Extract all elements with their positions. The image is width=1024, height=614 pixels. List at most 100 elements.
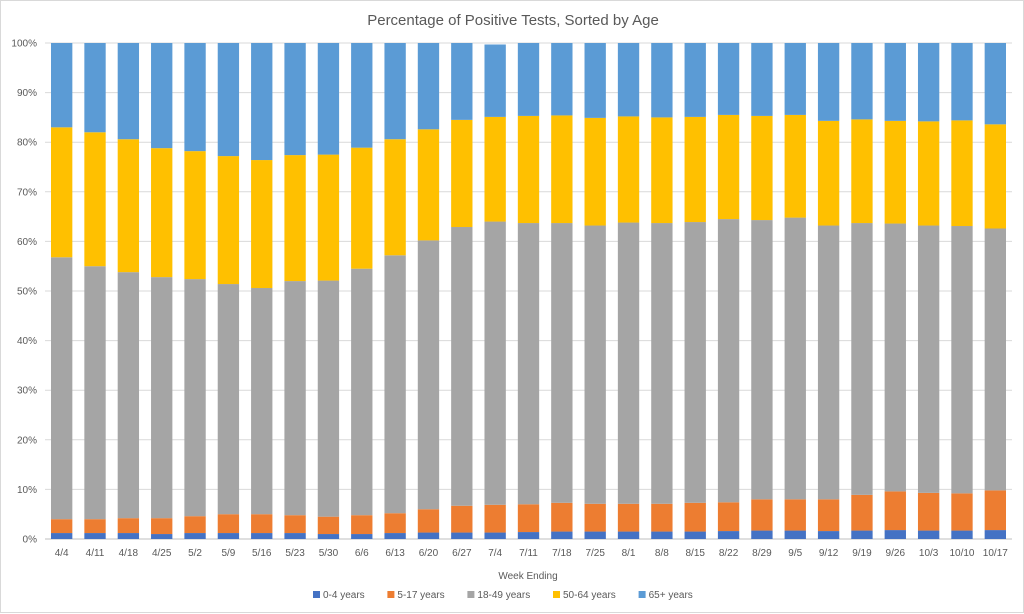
bar-segment	[584, 117, 606, 226]
legend: 0-4 years 5-17 years 18-49 years 50-64 year…	[313, 590, 693, 601]
bar-segment	[951, 43, 973, 121]
bar-segment	[84, 519, 106, 534]
bar-segment	[517, 532, 540, 539]
x-tick-label: 9/19	[852, 548, 872, 559]
bar-segment	[351, 534, 373, 539]
legend-swatch	[313, 591, 320, 598]
bar-segment	[884, 491, 906, 531]
bar-segment	[51, 127, 73, 258]
legend-swatch	[638, 591, 646, 598]
bar-segment	[784, 43, 806, 115]
bar-segment	[84, 132, 106, 267]
bar-segment	[117, 533, 140, 539]
x-tick-label: 5/23	[285, 548, 305, 559]
x-tick-label: 6/6	[355, 548, 369, 559]
x-tick-label: 9/12	[819, 548, 839, 559]
bar-segment	[684, 502, 706, 532]
bar-segment	[484, 116, 506, 222]
bar-segment	[251, 514, 273, 534]
bar-segment	[51, 519, 73, 534]
bar-segment	[917, 43, 940, 122]
bar-segment	[51, 533, 73, 539]
bar-segment	[651, 531, 673, 539]
x-tick-label: 9/5	[788, 548, 802, 559]
x-tick-label: 8/22	[719, 548, 739, 559]
bar-segment	[451, 43, 473, 120]
bar-segment	[517, 504, 540, 533]
bar-segment	[84, 43, 106, 133]
bar-segment	[117, 43, 140, 140]
bar-segment	[151, 534, 173, 539]
legend-label: 65+ years	[649, 590, 693, 601]
bar-segment	[917, 492, 940, 531]
bar-segment	[651, 223, 673, 504]
bar-segment	[717, 219, 740, 503]
bar-segment	[217, 533, 240, 539]
bar-segment	[451, 505, 473, 533]
bar-segment	[817, 531, 840, 539]
bar-segment	[351, 268, 373, 516]
bar-segment	[851, 43, 873, 120]
bar-segment	[817, 120, 840, 226]
bar-segment	[284, 43, 306, 156]
bar-segment	[584, 43, 606, 118]
bar-segment	[717, 531, 740, 539]
bar-segment	[617, 503, 640, 532]
bar-segment	[217, 156, 240, 285]
y-tick-label: 20%	[17, 435, 37, 446]
bar-segment	[251, 288, 273, 515]
bar-segment	[851, 494, 873, 531]
bar-segment	[951, 120, 973, 227]
x-tick-label: 6/27	[452, 548, 472, 559]
bar-segment	[817, 225, 840, 500]
legend-label: 18-49 years	[477, 590, 530, 601]
bar-segment	[584, 531, 606, 539]
x-tick-label: 9/26	[886, 548, 906, 559]
bar-segment	[317, 43, 340, 155]
bar-segment	[251, 160, 273, 289]
x-tick-label: 5/30	[319, 548, 339, 559]
bar-segment	[384, 513, 406, 534]
bar-segment	[351, 43, 373, 148]
bar-segment	[784, 530, 806, 539]
y-tick-label: 90%	[17, 88, 37, 99]
bar-segment	[384, 139, 406, 256]
bar-segment	[751, 43, 773, 116]
bar-segment	[351, 147, 373, 269]
bar-segment	[851, 119, 873, 224]
legend-label: 50-64 years	[563, 590, 616, 601]
bar-segment	[251, 533, 273, 539]
bar-segment	[617, 116, 640, 223]
bar-segment	[984, 490, 1006, 531]
bar-segment	[884, 120, 906, 224]
bar-segment	[717, 502, 740, 532]
bar-segment	[484, 504, 506, 533]
bar-segment	[451, 227, 473, 506]
bar-segment	[284, 155, 306, 282]
bar-segment	[417, 129, 440, 241]
legend-label: 5-17 years	[397, 590, 444, 601]
bar-segment	[117, 518, 140, 534]
bar-segment	[951, 530, 973, 539]
chart-title: Percentage of Positive Tests, Sorted by …	[367, 12, 659, 29]
bar-segment	[751, 115, 773, 221]
bar-segment	[884, 43, 906, 121]
x-tick-label: 7/18	[552, 548, 572, 559]
bar-segment	[751, 499, 773, 531]
bar-segment	[384, 255, 406, 514]
bar-segment	[417, 532, 440, 539]
x-tick-label: 4/4	[55, 548, 69, 559]
bar-segment	[117, 272, 140, 519]
y-tick-label: 100%	[11, 39, 37, 50]
x-tick-label: 8/1	[622, 548, 636, 559]
bar-segment	[351, 515, 373, 535]
bar-segment	[751, 220, 773, 500]
bar-segment	[117, 139, 140, 273]
bar-segment	[784, 499, 806, 531]
legend-swatch	[467, 591, 475, 598]
x-tick-label: 6/20	[419, 548, 439, 559]
x-tick-label: 7/25	[585, 548, 605, 559]
y-tick-label: 80%	[17, 138, 37, 149]
bar-segment	[51, 43, 73, 128]
